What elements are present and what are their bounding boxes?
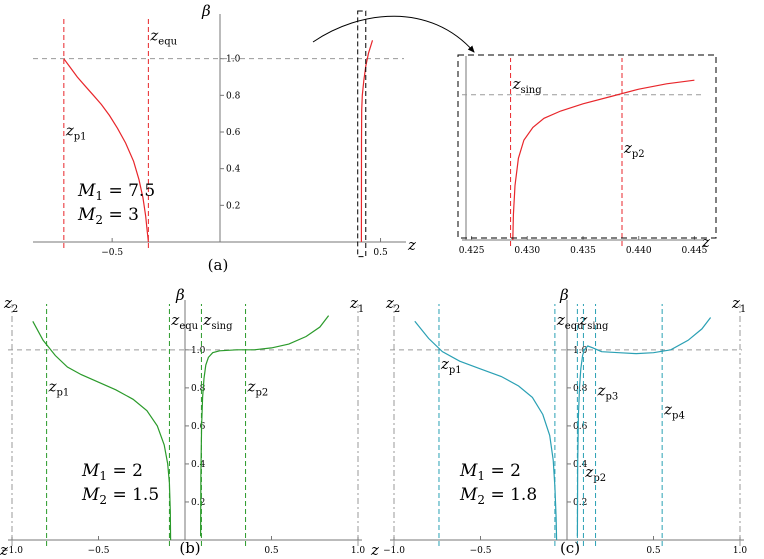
b-xtick-label: 1.0 [351,546,366,556]
c-vline-label-equ: zequ [556,311,584,332]
c-param-M1: M1 = 2 [459,461,521,483]
a-ytick-label: 0.2 [226,201,240,211]
panel-b: −1.0 −0.5 0.5 1.0 0.2 0.4 0.6 0.8 1.0 zp1 zequ zsin… [0,286,365,559]
b-vline-label-2: z2 [3,294,18,315]
inset-xtick-label: 0.440 [626,246,652,256]
c-vline-label-1: z1 [731,294,746,315]
c-series-2 [576,317,712,537]
c-vline-label-p2: zp2 [584,463,606,484]
b-xtick-label: −1.0 [1,546,23,556]
a-xtick-label: −0.5 [101,248,123,258]
a-y-label: β [201,2,211,20]
b-vline-label-p2: zp2 [247,378,269,399]
c-xtick-label: 0.5 [646,546,661,556]
inset-frame [457,54,717,239]
inset-vline-label-sing: zsing [512,75,543,96]
c-y-label: β [559,286,569,304]
a-ytick-label: 0.8 [226,91,241,101]
b-series-1 [32,321,172,541]
b-y-label: β [175,286,185,304]
b-param-M2: M2 = 1.5 [81,485,159,507]
b-ytick-label: 0.4 [191,460,206,470]
b-vline-label-equ: zequ [170,311,198,332]
b-xtick-label: 0.5 [264,546,279,556]
c-ytick-label: 0.4 [573,460,588,470]
panel-inset: 0.425 0.430 0.435 0.440 0.445 zsing zp2 z [459,56,710,256]
c-caption: (c) [560,539,580,557]
c-vline-label-p4: zp4 [663,400,685,421]
c-vline-label-p1: zp1 [440,355,462,376]
inset-xtick-label: 0.425 [459,246,485,256]
a-caption: (a) [208,256,229,274]
b-ytick-label: 1.0 [191,346,206,356]
b-vline-label-1: z1 [349,294,364,315]
zoom-arrow [312,15,475,53]
c-ytick-label: 0.6 [573,422,588,432]
c-series-1 [414,320,558,541]
b-xtick-label: −0.5 [88,546,110,556]
a-inset-marker-box [357,10,367,258]
b-ytick-label: 0.2 [191,498,205,508]
b-vline-label-sing: zsing [202,311,233,332]
b-vline-label-p1: zp1 [48,378,70,399]
panel-a: −0.5 0.5 0.2 0.4 0.6 0.8 1.0 zp1 zequ z β (a) M1 = 7… [33,2,416,274]
a-ytick-label: 0.4 [226,165,241,175]
a-series-1 [63,58,149,243]
a-xtick-label: 0.5 [373,248,388,258]
c-param-M2: M2 = 1.8 [459,485,537,507]
b-series-2 [200,315,330,537]
a-param-M2: M2 = 3 [77,205,139,227]
inset-vline-label-p2: zp2 [623,139,645,160]
inset-xtick-label: 0.435 [570,246,596,256]
b-caption: (b) [179,539,200,557]
b-param-M1: M1 = 2 [81,461,143,483]
c-ytick-label: 0.8 [573,384,588,394]
c-ytick-label: 0.2 [573,498,587,508]
c-x-label: z [370,541,379,559]
a-series-2 [360,40,374,243]
a-param-M1: M1 = 7.5 [77,181,155,203]
panel-c: −1.0 −0.5 0.5 1.0 0.2 0.4 0.6 0.8 1.0 zp1 zequzsin… [370,286,747,559]
a-ytick-label: 0.6 [226,128,241,138]
c-xtick-label: −1.0 [383,546,405,556]
a-vline-label-equ: zequ [149,26,177,47]
inset-x-label: z [701,233,710,251]
figure-extras [312,15,717,239]
b-ytick-label: 0.6 [191,422,206,432]
inset-series-1 [512,79,695,241]
a-ytick-label: 1.0 [226,55,241,65]
c-xtick-label: 1.0 [733,546,748,556]
b-x-label: z [0,541,8,559]
c-ytick-label: 1.0 [573,346,588,356]
inset-xtick-label: 0.445 [682,246,708,256]
inset-xtick-label: 0.430 [514,246,540,256]
c-vline-label-p3: zp3 [597,381,619,402]
a-x-label: z [407,236,416,254]
c-vline-label-sing: zsing [578,311,609,332]
c-xtick-label: −0.5 [470,546,492,556]
a-vline-label-p1: zp1 [65,122,87,143]
c-vline-label-2: z2 [385,294,400,315]
b-ytick-label: 0.8 [191,384,206,394]
